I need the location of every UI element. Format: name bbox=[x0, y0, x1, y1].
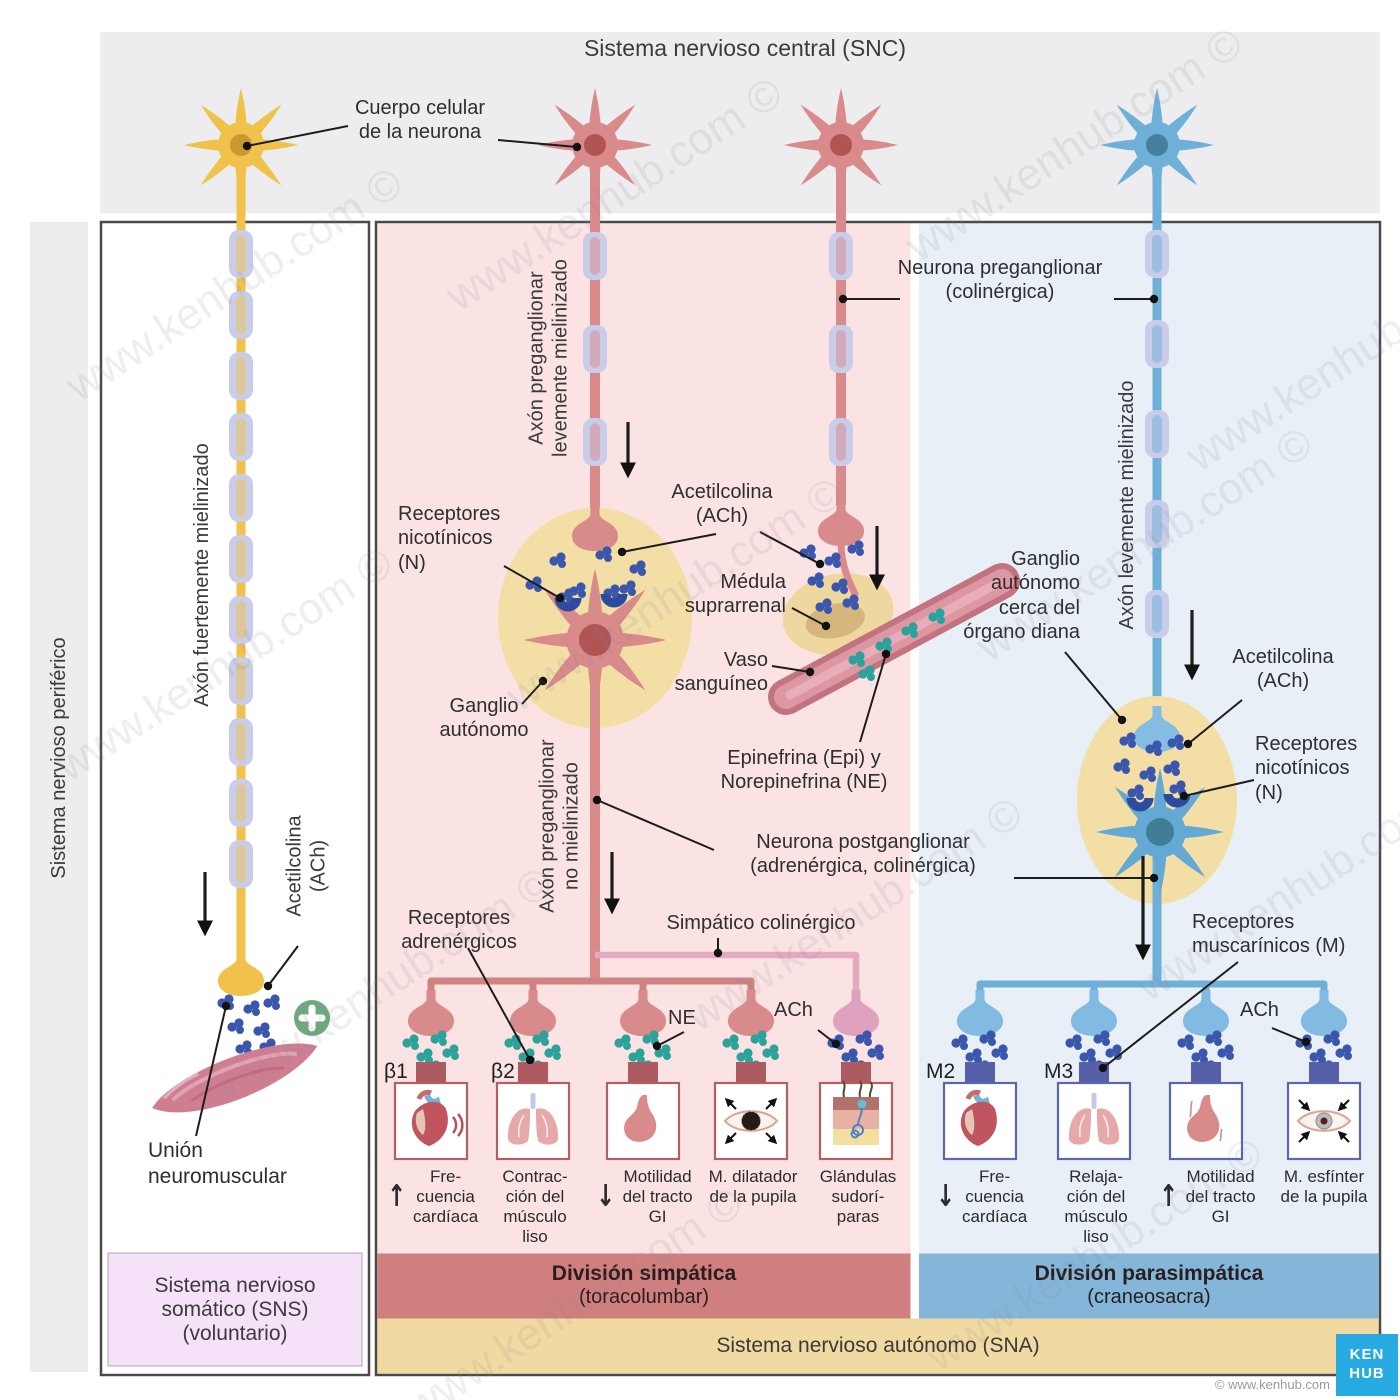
eye-dilated-icon bbox=[723, 1097, 779, 1145]
sympathetic-column bbox=[402, 88, 884, 1076]
sym-postgang-axon-label: Axón preganglionar no mielinizado bbox=[536, 739, 583, 913]
para-axon-label: Axón levemente mielinizado bbox=[1115, 380, 1138, 630]
parasympathetic-column bbox=[951, 88, 1352, 1076]
vessel-label: Vaso sanguíneo bbox=[674, 649, 768, 696]
eye-constricted-icon bbox=[1296, 1099, 1352, 1143]
lungs-icon bbox=[507, 1093, 559, 1145]
blood-vessel bbox=[768, 563, 1020, 715]
organ-label-gi-sym: ↓ Motilidad del tracto GI bbox=[596, 1167, 693, 1227]
epi-ne-label: Epinefrina (Epi) y Norepinefrina (NE) bbox=[720, 747, 888, 794]
muscarinic-label: Receptores muscarínicos (M) bbox=[1192, 911, 1346, 958]
somatic-ach-label: Acetilcolina (ACh) bbox=[283, 815, 330, 917]
cns-band bbox=[100, 32, 1380, 213]
sym-pregang-axon-label: Axón preganglionar levemente mielinizado bbox=[525, 259, 572, 457]
increase-arrow: ↑ bbox=[1159, 1179, 1179, 1215]
cns-title: Sistema nervioso central (SNC) bbox=[583, 35, 907, 61]
decrease-arrow: ↓ bbox=[596, 1179, 616, 1215]
parasympathetic-division-bar bbox=[919, 1253, 1379, 1319]
receptor-tag-m2: M2 bbox=[926, 1060, 956, 1083]
copyright-text: © www.kenhub.com bbox=[1214, 1377, 1330, 1392]
parasympathetic-division-label: División parasimpática (craneosacra) bbox=[1034, 1262, 1264, 1308]
pns-label: Sistema nervioso periférico bbox=[47, 637, 70, 879]
receptor-tag-b2: β2 bbox=[491, 1060, 515, 1083]
cell-body-label: Cuerpo celular de la neurona bbox=[354, 97, 486, 144]
cholinergic-branch bbox=[595, 951, 860, 995]
para-ach-label: Acetilcolina (ACh) bbox=[1232, 646, 1334, 693]
stomach-icon bbox=[624, 1095, 657, 1142]
flow-arrows bbox=[197, 422, 1200, 961]
organ-label-lungs-sym: Contrac- ción del músculo liso bbox=[502, 1167, 568, 1247]
lungs-icon bbox=[1068, 1093, 1120, 1145]
target-organs bbox=[393, 1062, 1362, 1161]
receptor-tag-m3: M3 bbox=[1044, 1060, 1074, 1083]
para-ganglion-label: Ganglio autónomo cerca del órgano diana bbox=[963, 548, 1080, 644]
pns-band bbox=[30, 222, 88, 1372]
sympathetic-division-label: División simpática (toracolumbar) bbox=[551, 1262, 737, 1308]
somatic-footer-box bbox=[107, 1252, 363, 1367]
somatic-axon-label: Axón fuertemente mielinizado bbox=[190, 443, 213, 707]
sym-ganglion-label: Ganglio autónomo bbox=[439, 695, 529, 742]
organ-label-pupil-para: M. esfínter de la pupila bbox=[1280, 1167, 1368, 1207]
organ-label-lungs-para: Relaja- ción del músculo liso bbox=[1064, 1167, 1128, 1247]
nmj-label: Unión neuromuscular bbox=[148, 1139, 287, 1188]
stomach-icon bbox=[1187, 1095, 1223, 1142]
pointer-lines bbox=[195, 125, 1311, 1137]
sym-nicotinic-label: Receptores nicotínicos (N) bbox=[398, 503, 501, 574]
muscle-icon bbox=[152, 1043, 318, 1113]
adrenal-column bbox=[768, 88, 1020, 715]
increase-arrow: ↑ bbox=[386, 1179, 406, 1215]
para-nicotinic-label: Receptores nicotínicos (N) bbox=[1255, 733, 1358, 804]
heart-icon bbox=[960, 1089, 997, 1146]
organ-label-pupil-sym: M. dilatador de la pupila bbox=[708, 1167, 798, 1207]
sym-ach-terminal-label: ACh bbox=[774, 999, 813, 1021]
heart-icon bbox=[411, 1089, 464, 1146]
pregang-neuron-label: Neurona preganglionar (colinérgica) bbox=[897, 257, 1103, 304]
ne-label: NE bbox=[668, 1007, 696, 1029]
organ-label-sweat-sym: Glándulas sudorí- paras bbox=[819, 1167, 897, 1227]
sym-cholinergic-label: Simpático colinérgico bbox=[666, 912, 856, 934]
receptor-tag-b1: β1 bbox=[384, 1060, 408, 1083]
adrenergic-label: Receptores adrenérgicos bbox=[401, 907, 517, 954]
kenhub-logo: KEN HUB bbox=[1336, 1334, 1398, 1396]
medulla-label: Médula suprarrenal bbox=[684, 571, 786, 618]
somatic-footer-label: Sistema nervioso somático (SNS) (volunta… bbox=[154, 1273, 316, 1345]
sympathetic-division-bar bbox=[377, 1253, 911, 1319]
somatic-neuron-column bbox=[152, 88, 330, 1113]
autonomic-bar bbox=[377, 1318, 1379, 1374]
sweat-gland-icon bbox=[833, 1080, 879, 1145]
decrease-arrow: ↓ bbox=[935, 1179, 955, 1215]
postgang-neuron-label: Neurona postganglionar (adrenérgica, col… bbox=[750, 831, 976, 878]
para-ach-terminal-label: ACh bbox=[1240, 999, 1279, 1021]
organ-label-gi-para: ↑ Motilidad del tracto GI bbox=[1159, 1167, 1256, 1227]
organ-label-heart-sym: ↑ Fre- cuencia cardíaca bbox=[386, 1167, 479, 1227]
organ-label-heart-para: ↓ Fre- cuencia cardíaca bbox=[935, 1167, 1028, 1227]
autonomic-bar-label: Sistema nervioso autónomo (SNA) bbox=[716, 1334, 1040, 1357]
sym-ach-label: Acetilcolina (ACh) bbox=[671, 481, 773, 528]
plus-icon bbox=[294, 1000, 330, 1036]
